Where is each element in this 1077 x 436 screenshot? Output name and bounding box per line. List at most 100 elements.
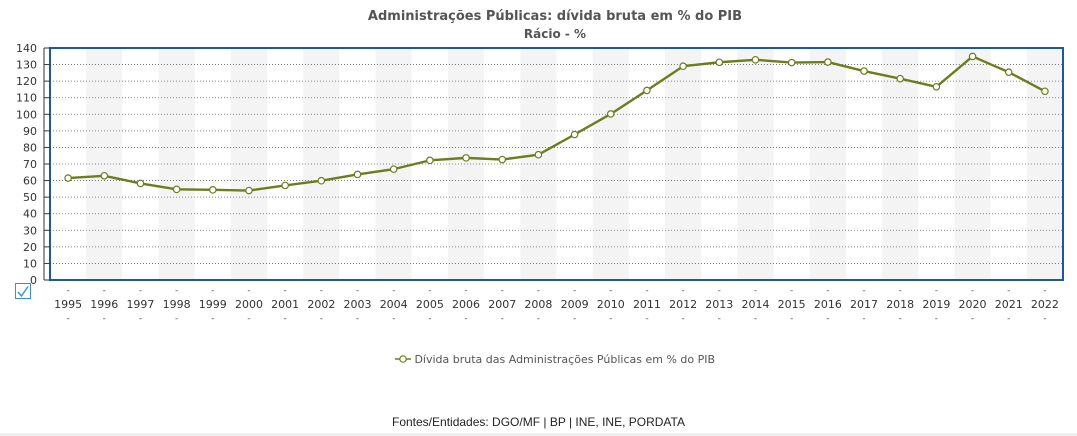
x-tick-mark: -: [573, 314, 576, 324]
x-tick-label: 2002: [307, 298, 335, 311]
x-tick-mark: -: [501, 314, 504, 324]
data-point[interactable]: [209, 186, 217, 194]
data-point[interactable]: [824, 58, 832, 66]
y-tick-label: 20: [23, 241, 37, 254]
column-band: [882, 48, 919, 280]
y-tick-label: 140: [16, 42, 37, 55]
column-band: [375, 48, 412, 280]
x-tick-mark: -: [139, 286, 142, 296]
x-tick-mark: -: [356, 314, 359, 324]
x-tick-label: 1999: [199, 298, 227, 311]
x-tick-label: 2010: [597, 298, 625, 311]
column-bands: [86, 48, 1063, 280]
x-tick-mark: -: [790, 286, 793, 296]
x-tick-mark: -: [1043, 286, 1046, 296]
x-tick-mark: -: [899, 314, 902, 324]
x-tick-mark: -: [247, 286, 250, 296]
data-point[interactable]: [534, 150, 543, 159]
data-point[interactable]: [353, 170, 362, 179]
x-tick-label: 2022: [1031, 298, 1059, 311]
data-point[interactable]: [100, 171, 109, 180]
x-tick-label: 2019: [922, 298, 950, 311]
legend[interactable]: Dívida bruta das Administrações Públicas…: [0, 353, 1077, 367]
x-tick-label: 1996: [90, 298, 118, 311]
x-tick-mark: -: [284, 314, 287, 324]
x-tick-mark: -: [175, 286, 178, 296]
data-point[interactable]: [643, 86, 651, 95]
y-tick-label: 60: [23, 175, 37, 188]
x-tick-mark: -: [103, 314, 106, 324]
checkbox-checked-icon[interactable]: [15, 283, 31, 299]
x-tick-label: 2021: [995, 298, 1023, 311]
data-point[interactable]: [317, 176, 326, 185]
data-point[interactable]: [281, 181, 289, 190]
x-tick-mark: -: [609, 314, 612, 324]
x-tick-label: 2016: [814, 298, 842, 311]
x-tick-mark: -: [790, 314, 793, 324]
data-point[interactable]: [462, 154, 470, 162]
data-point[interactable]: [172, 185, 181, 194]
x-tick-label: 1998: [163, 298, 191, 311]
data-point[interactable]: [1004, 68, 1013, 76]
x-tick-mark: -: [935, 314, 938, 324]
data-point[interactable]: [570, 130, 579, 139]
x-tick-label: 2012: [669, 298, 697, 311]
column-band: [954, 48, 991, 280]
data-point[interactable]: [1041, 87, 1049, 96]
y-tick-label: 120: [16, 75, 37, 88]
x-tick-mark: -: [971, 314, 974, 324]
x-tick-mark: -: [573, 286, 576, 296]
y-tick-label: 130: [16, 59, 37, 72]
data-point[interactable]: [968, 52, 977, 61]
data-point[interactable]: [787, 58, 796, 67]
series-line: [68, 55, 1046, 192]
x-tick-mark: -: [682, 286, 685, 296]
data-point[interactable]: [426, 156, 434, 165]
data-point[interactable]: [751, 55, 760, 64]
x-tick-label: 2001: [271, 298, 299, 311]
data-point[interactable]: [606, 110, 615, 118]
data-point[interactable]: [498, 155, 507, 164]
x-tick-mark: -: [682, 314, 685, 324]
x-tick-mark: -: [320, 286, 323, 296]
x-tick-mark: -: [320, 314, 323, 324]
x-tick-mark: -: [464, 286, 467, 296]
data-point[interactable]: [245, 186, 253, 195]
chart-title: Administrações Públicas: dívida bruta em…: [367, 9, 743, 24]
column-band: [303, 48, 340, 280]
x-tick-label: 2020: [959, 298, 987, 311]
x-tick-mark: -: [754, 314, 757, 324]
x-tick-label: 2015: [778, 298, 806, 311]
x-tick-mark: -: [356, 286, 359, 296]
column-band: [592, 48, 629, 280]
y-tick-label: 30: [23, 224, 37, 237]
data-point[interactable]: [389, 165, 398, 173]
gridlines: [50, 64, 1063, 264]
x-tick-mark: -: [862, 314, 865, 324]
data-point[interactable]: [715, 58, 724, 67]
x-tick-mark: -: [645, 286, 648, 296]
y-tick-label: 40: [23, 208, 37, 221]
y-tick-label: 80: [23, 141, 37, 154]
x-tick-mark: -: [1043, 314, 1046, 324]
x-tick-mark: -: [103, 286, 106, 296]
x-tick-mark: -: [826, 314, 829, 324]
x-tick-mark: -: [501, 286, 504, 296]
x-tick-label: 2007: [488, 298, 516, 311]
x-tick-label: 1995: [54, 298, 82, 311]
data-point[interactable]: [860, 67, 868, 75]
data-point[interactable]: [932, 82, 941, 91]
data-point[interactable]: [136, 179, 145, 188]
x-tick-label: 2018: [886, 298, 914, 311]
x-tick-label: 2003: [344, 298, 372, 311]
data-point[interactable]: [679, 62, 687, 71]
data-point[interactable]: [64, 174, 72, 182]
data-point[interactable]: [896, 74, 904, 83]
series-points: [64, 52, 1049, 195]
legend-label: Dívida bruta das Administrações Públicas…: [414, 353, 716, 366]
y-tick-label: 110: [16, 92, 37, 105]
x-tick-mark: -: [754, 286, 757, 296]
x-tick-mark: -: [428, 314, 431, 324]
y-axis: 0 10 20 30 40 50 60 70 80 90 100 110 120 130 140: [16, 42, 50, 287]
x-tick-mark: -: [935, 286, 938, 296]
